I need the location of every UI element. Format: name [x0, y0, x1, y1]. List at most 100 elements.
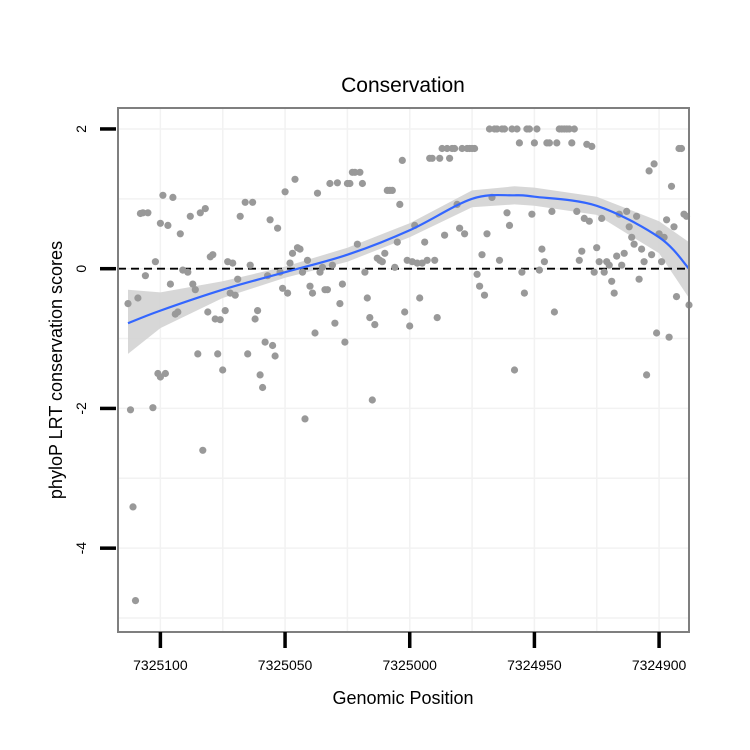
data-point: [256, 371, 264, 379]
data-point: [254, 307, 262, 315]
data-point: [645, 167, 653, 175]
data-point: [156, 219, 164, 227]
data-point: [451, 144, 459, 153]
data-point: [358, 179, 366, 188]
data-point: [131, 597, 140, 605]
data-point: [658, 258, 666, 266]
data-point: [161, 369, 169, 378]
data-point: [640, 258, 648, 266]
plot-frame: [117, 107, 690, 633]
data-point: [124, 300, 132, 308]
data-point: [667, 182, 676, 190]
data-point: [311, 329, 319, 337]
data-point: [346, 179, 354, 188]
data-point: [306, 282, 314, 290]
data-point: [298, 268, 307, 276]
data-point: [518, 268, 526, 276]
data-point: [635, 275, 643, 283]
data-point: [525, 125, 534, 133]
data-point: [234, 275, 242, 283]
x-tick-label: 7325100: [133, 657, 188, 673]
data-point: [413, 259, 421, 267]
data-point: [550, 308, 559, 316]
data-point: [495, 256, 504, 264]
data-point: [650, 160, 658, 168]
data-point: [613, 252, 621, 260]
data-point: [648, 251, 656, 259]
data-point: [628, 233, 636, 241]
data-point: [485, 125, 494, 133]
data-point: [388, 186, 396, 194]
grid: [118, 108, 689, 632]
data-point: [326, 179, 334, 188]
data-point: [371, 321, 379, 329]
data-point: [500, 125, 509, 133]
data-point: [672, 293, 681, 301]
data-point: [578, 247, 586, 255]
data-point: [241, 198, 249, 206]
data-point: [209, 251, 217, 259]
data-point: [191, 286, 199, 294]
data-point: [219, 366, 227, 374]
data-point: [246, 261, 254, 269]
data-point: [381, 249, 389, 257]
data-point: [436, 154, 444, 162]
data-point: [341, 338, 349, 346]
smooth-curve: [127, 193, 690, 325]
chart-title: Conservation: [341, 74, 465, 97]
data-point: [505, 221, 514, 229]
data-point: [406, 322, 414, 330]
data-point: [570, 125, 578, 133]
data-point: [401, 308, 409, 316]
data-point: [259, 383, 267, 392]
data-point: [458, 144, 466, 153]
data-point: [398, 156, 406, 164]
x-tick-label: 7325000: [382, 657, 437, 673]
data-point: [530, 139, 539, 147]
data-point: [313, 189, 322, 197]
data-point: [540, 258, 549, 266]
data-point: [129, 503, 137, 511]
data-point: [423, 256, 431, 264]
data-point: [421, 238, 429, 246]
data-point: [303, 256, 312, 264]
data-point: [456, 224, 464, 232]
x-axis-title: Genomic Position: [332, 688, 473, 708]
data-point: [480, 291, 489, 299]
data-point: [214, 350, 222, 358]
data-point: [244, 350, 252, 358]
data-point: [176, 230, 184, 238]
data-point: [301, 415, 309, 423]
data-point: [204, 308, 212, 316]
data-point: [378, 258, 386, 266]
y-axis-ticks: -4 -2 0 2: [73, 125, 116, 554]
data-point: [166, 280, 174, 288]
data-point: [269, 341, 277, 350]
data-point: [184, 268, 192, 276]
data-point: [249, 198, 257, 206]
data-point: [151, 258, 159, 266]
data-point: [396, 200, 404, 208]
data-point: [618, 261, 626, 269]
data-point: [653, 329, 661, 337]
data-point: [473, 270, 481, 278]
data-point: [139, 209, 147, 217]
data-point: [336, 300, 344, 308]
data-point: [588, 142, 596, 150]
smooth-line: [127, 193, 690, 325]
x-tick-label: 7325050: [258, 657, 313, 673]
data-point: [623, 207, 631, 215]
data-point: [318, 263, 327, 271]
data-point: [446, 154, 454, 162]
data-point: [476, 282, 484, 290]
data-point: [271, 352, 279, 360]
y-axis-title: phyloP LRT conservation scores: [46, 241, 66, 499]
data-point: [328, 261, 336, 269]
data-point: [159, 191, 167, 199]
data-point: [196, 209, 204, 217]
data-point: [605, 261, 613, 269]
data-point: [595, 258, 603, 266]
data-point: [296, 245, 304, 253]
x-tick-label: 7324900: [632, 657, 687, 673]
data-point: [665, 333, 673, 341]
